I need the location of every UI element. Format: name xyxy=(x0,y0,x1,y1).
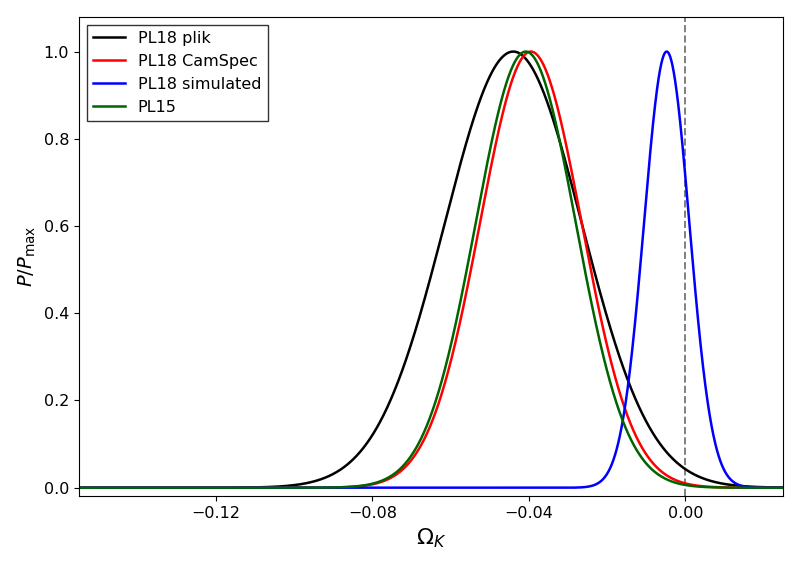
PL18 CamSpec xyxy=(752,484,762,491)
PL18 plik xyxy=(752,484,762,490)
PL18 CamSpec xyxy=(10,484,19,491)
PL18 simulated xyxy=(315,484,325,491)
Line: PL18 plik: PL18 plik xyxy=(0,52,800,488)
PL15 xyxy=(10,484,19,491)
PL18 simulated xyxy=(10,484,19,491)
PL18 plik xyxy=(315,476,325,483)
Legend: PL18 plik, PL18 CamSpec, PL18 simulated, PL15: PL18 plik, PL18 CamSpec, PL18 simulated,… xyxy=(86,24,268,121)
PL18 simulated xyxy=(67,484,77,491)
Line: PL15: PL15 xyxy=(0,52,800,488)
PL18 plik xyxy=(273,483,282,490)
Line: PL18 simulated: PL18 simulated xyxy=(0,52,800,488)
PL18 plik xyxy=(67,484,77,491)
PL18 simulated xyxy=(273,484,282,491)
PL15 xyxy=(67,484,77,491)
PL15 xyxy=(273,484,282,491)
PL18 plik xyxy=(10,484,19,491)
PL18 CamSpec xyxy=(273,484,282,491)
PL18 CamSpec xyxy=(315,484,325,491)
Line: PL18 CamSpec: PL18 CamSpec xyxy=(0,52,800,488)
PL15 xyxy=(315,484,325,491)
PL15 xyxy=(521,48,530,55)
PL18 simulated xyxy=(662,48,672,55)
X-axis label: $\Omega_K$: $\Omega_K$ xyxy=(416,527,446,551)
PL18 CamSpec xyxy=(67,484,77,491)
PL18 simulated xyxy=(752,484,762,491)
PL18 plik xyxy=(508,48,518,55)
Y-axis label: $P/P_\mathrm{max}$: $P/P_\mathrm{max}$ xyxy=(17,226,38,287)
PL15 xyxy=(752,484,762,491)
PL18 CamSpec xyxy=(526,48,535,55)
